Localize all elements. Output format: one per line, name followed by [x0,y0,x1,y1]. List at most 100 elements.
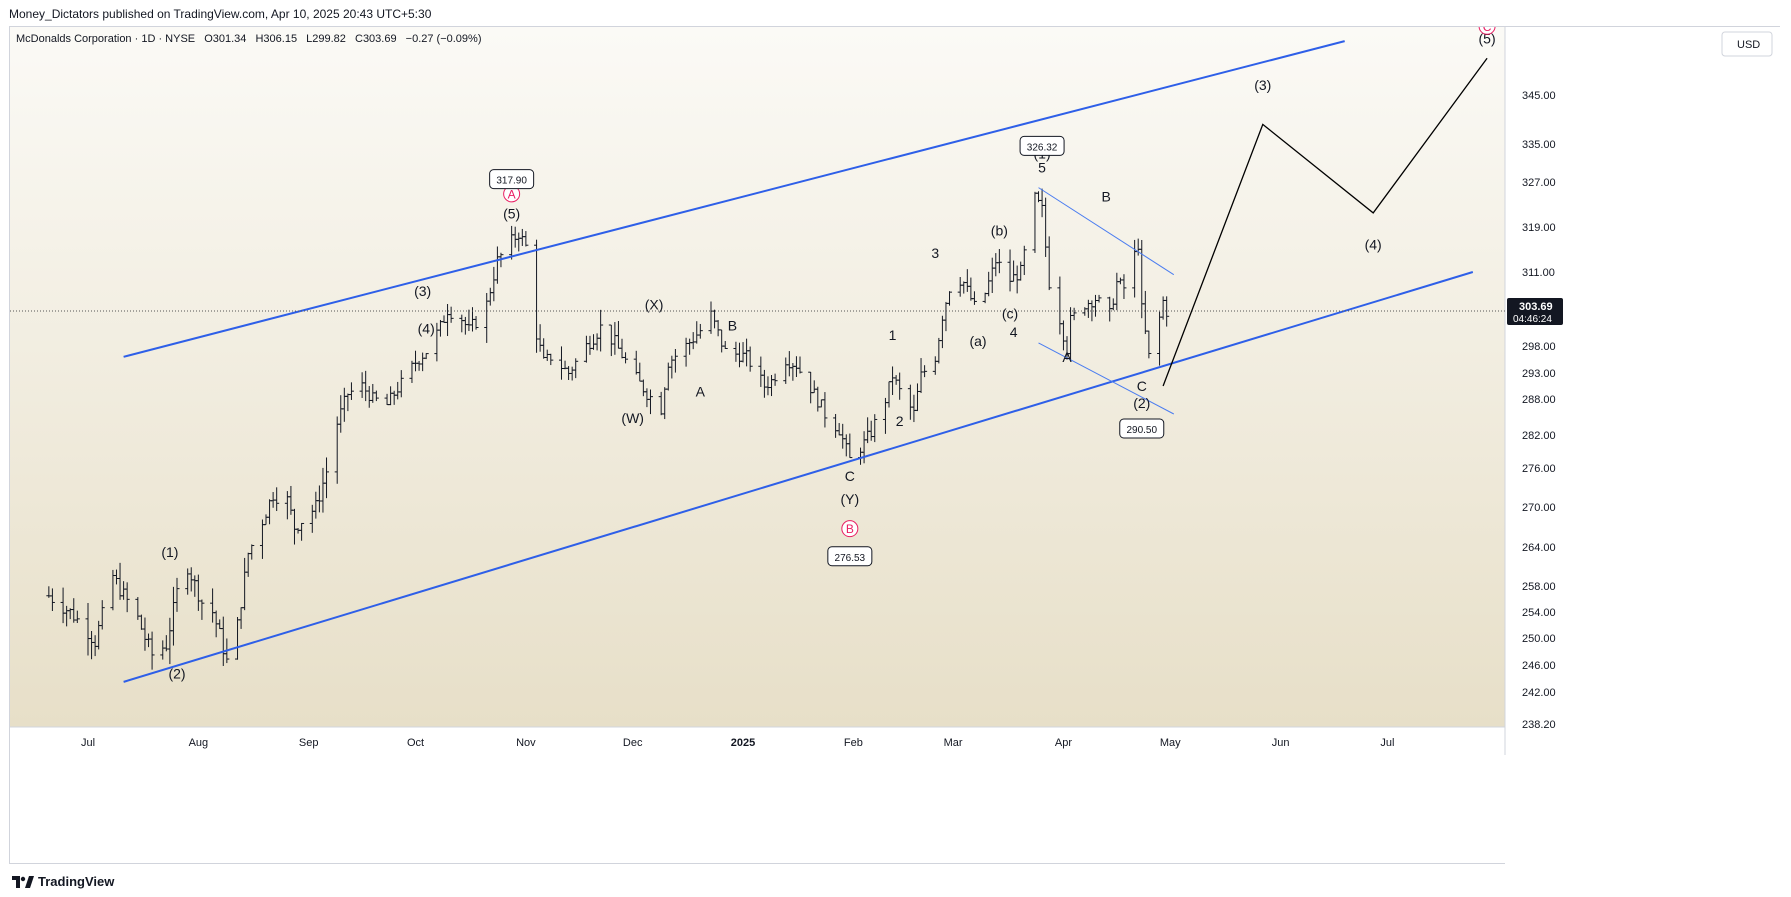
currency-label: USD [1737,39,1760,51]
wedge-line [1038,187,1175,276]
wave-label: (1) [161,544,178,560]
time-tick: Sep [299,737,319,749]
wave-label: (2) [168,666,185,682]
ohlc-bar [1164,296,1170,327]
ohlc-bar [149,631,155,670]
ohlc-bar [373,390,379,402]
ohlc-bar [473,316,479,330]
wave-labels: (1) (2) (3) (4) (5) A (W) (X) A B C (Y) B 1 2 3 (a) (b) (c… [161,27,1496,682]
price-callouts: 317.90 326.32 276.53 290.50 [489,135,1165,567]
wave-label-circled: B [846,522,854,536]
price-callout-box [1119,418,1165,439]
ohlc-bar [548,353,554,366]
wave-label: (2) [1133,395,1150,411]
ohlc-bar [697,323,703,339]
wave-label: (a) [969,333,986,349]
ohlc-bar [772,373,778,386]
price-tick: 345.00 [1522,90,1556,102]
publisher-line: Money_Dictators published on TradingView… [9,7,432,21]
time-axis[interactable]: Jul Aug Sep Oct Nov Dec 2025 Feb Mar Apr May Jun Jul [81,737,1394,749]
ohlc-bar [598,309,604,352]
time-tick: Jul [1380,737,1394,749]
wave-circle-marker [1478,27,1496,35]
time-tick: Mar [944,737,963,749]
ohlc-bar [423,353,429,360]
ohlc-bar [249,544,255,560]
wave-label: (5) [1479,31,1496,47]
currency-box[interactable] [1721,31,1773,57]
wave-label: C [1137,378,1147,394]
wedge-line [1038,342,1175,415]
time-tick: 2025 [731,737,755,749]
time-tick: Jul [81,737,95,749]
wave-label-circled: A [508,187,516,201]
channel-line [123,271,1474,683]
price-axis[interactable]: 238.20 242.00 246.00 250.00 254.00 258.00 264.… [1507,90,1563,731]
time-tick: Apr [1055,737,1072,749]
tradingview-logo[interactable]: TradingView [12,874,114,889]
wave-label: 4 [1010,324,1018,340]
ohlc-bar [971,291,977,305]
ohlc-bar [797,356,803,374]
ohlc-bar [722,340,728,349]
time-tick: Dec [623,737,643,749]
price-tick: 238.20 [1522,719,1556,731]
drawing-overlays [10,40,1505,683]
price-callout-box [827,546,873,567]
ohlc-bar [573,358,579,379]
chart-title: McDonalds Corporation · 1D · NYSE O301.3… [16,33,482,45]
ohlc-bar [348,382,354,400]
ohlc-bar [448,306,454,323]
ohlc-bar [872,414,878,443]
price-chart[interactable]: (1) (2) (3) (4) (5) A (W) (X) A B C (Y) B 1 2 3 (a) (b) (c… [10,27,1780,864]
price-tick: 311.00 [1522,267,1555,279]
price-tick: 254.00 [1522,607,1556,619]
ohlc-bar [1046,236,1052,291]
ohlc-bar [99,600,105,630]
ohlc-bar [747,346,753,372]
wave-label: B [728,318,737,334]
price-tick: 258.00 [1522,581,1556,593]
axis-background [1505,27,1780,864]
ohlc-bar [1071,307,1077,321]
price-callout-label: 326.32 [1027,142,1058,153]
time-tick: Oct [407,737,424,749]
ohlc-bar [398,370,404,398]
ohlc-bar [822,392,828,428]
wave-label: (5) [503,206,520,222]
wave-label: B [1101,189,1110,205]
price-callout-label: 290.50 [1126,425,1157,436]
price-callout-label: 317.90 [496,176,527,187]
ohlc-bar [947,291,953,306]
price-tick: 288.00 [1522,394,1556,406]
ohlc-bar [274,487,280,512]
bar-countdown: 04:46:24 [1513,314,1552,325]
time-tick: Feb [844,737,863,749]
wave-label: (3) [1254,77,1271,93]
price-tick: 250.00 [1522,633,1556,645]
ohlc-bar [523,231,529,247]
wave-label: 1 [889,327,897,343]
price-tick: 264.00 [1522,542,1556,554]
time-tick: Nov [516,737,536,749]
wave-label: C [845,468,855,484]
ohlc-bar [897,372,903,400]
ohlc-bar [299,522,305,541]
price-tick: 319.00 [1522,222,1556,234]
tradingview-logo-icon [12,875,34,888]
wave-label: (4) [418,321,435,337]
ohlc-bar [174,577,180,612]
price-tick: 298.00 [1522,341,1556,353]
price-tick: 335.00 [1522,139,1556,151]
ohlc-bar [1096,294,1102,303]
time-tick: May [1160,737,1181,749]
price-tick: 282.00 [1522,430,1556,442]
time-tick: Aug [189,737,209,749]
wave-projection-path [1162,57,1488,387]
ohlc-bar [1146,330,1152,359]
wave-circle-marker [841,520,859,538]
price-tick: 327.00 [1522,177,1556,189]
ohlc-bar [124,582,130,613]
ohlc-bar [672,348,678,373]
ohlc-bar [49,588,55,612]
